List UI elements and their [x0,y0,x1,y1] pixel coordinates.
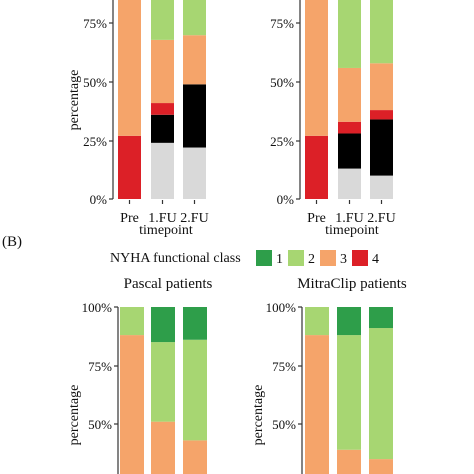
bar-segment-Pre-3 [120,335,144,474]
y-tick-label: 75% [272,359,296,374]
bar-segment-1.FU-1 [151,307,175,343]
bar-segment-2.FU-1 [183,307,207,340]
bar-segment-Pre-3 [305,0,328,136]
bar-segment-1.FU-black [151,114,174,143]
y-tick-label: 50% [83,75,107,90]
legend-title: NYHA functional class [110,251,241,266]
y-tick-label: 25% [270,134,294,149]
bar-segment-2.FU-2 [183,339,207,441]
y-tick-label: 50% [88,417,112,432]
panel2-xlabel: timepoint [325,223,379,238]
bar-segment-2.FU-black [183,84,206,148]
x-tick-label-1.FU: 1.FU [148,211,176,226]
bar-segment-2.FU-3 [370,63,393,111]
x-tick-label-2.FU: 2.FU [367,211,395,226]
y-tick-label: 25% [83,134,107,149]
bar-segment-Pre-3 [305,335,329,474]
chart-panel-2: 0% 25% 50% 75% Pre 1.FU 2.FU [270,0,396,226]
legend-label-1: 1 [276,252,283,267]
bar-segment-2.FU-1 [369,307,393,329]
legend-swatch-4 [352,250,368,266]
bar-segment-1.FU-4 [151,103,174,115]
bar-segment-1.FU-grey [151,142,174,199]
bar-segment-1.FU-grey [338,168,361,199]
bar-segment-1.FU-2 [151,342,175,422]
bar-segment-2.FU-3 [183,440,207,474]
bar-segment-2.FU-grey [370,175,393,199]
x-tick-label-Pre: Pre [307,211,326,226]
bar-segment-2.FU-3 [183,35,206,85]
panel3-ylabel: percentage [67,385,82,446]
bar-segment-1.FU-4 [338,121,361,134]
section-b-label: (B) [2,234,22,250]
bar-segment-1.FU-1 [337,307,361,336]
bar-segment-1.FU-2 [151,0,174,40]
bar-segment-2.FU-2 [183,0,206,36]
y-tick-label: 0% [277,192,295,207]
y-tick-label: 50% [270,75,294,90]
x-tick-label-2.FU: 2.FU [180,211,208,226]
y-tick-label: 100% [266,300,297,315]
panel3-title: Pascal patients [124,276,213,292]
y-tick-label: 0% [90,192,108,207]
legend-label-3: 3 [340,252,347,267]
bar-segment-2.FU-black [370,119,393,176]
legend-swatch-1 [256,250,272,266]
panel4-title: MitraClip patients [297,276,407,292]
bar-segment-2.FU-2 [370,0,393,64]
y-tick-label: 50% [272,417,296,432]
bar-segment-2.FU-3 [369,459,393,474]
bar-segment-2.FU-grey [183,147,206,199]
bar-segment-1.FU-3 [338,67,361,122]
legend-swatch-2 [288,250,304,266]
x-tick-label-1.FU: 1.FU [335,211,363,226]
bar-segment-Pre-3 [118,0,141,136]
bar-segment-2.FU-4 [370,110,393,120]
bar-segment-1.FU-2 [338,0,361,68]
y-tick-label: 75% [83,16,107,31]
bar-segment-Pre-2 [305,307,329,336]
legend-swatch-3 [320,250,336,266]
bar-segment-1.FU-black [338,133,361,169]
bar-segment-Pre-2 [120,307,144,336]
y-tick-label: 100% [82,300,113,315]
bar-segment-Pre-4 [305,135,328,199]
y-tick-label: 75% [88,359,112,374]
bar-segment-1.FU-3 [151,421,175,474]
bar-segment-1.FU-3 [151,39,174,104]
bar-segment-1.FU-2 [337,335,361,450]
y-tick-label: 75% [270,16,294,31]
chart-panel-3: 50% 75% 100% [82,300,207,474]
bar-segment-1.FU-3 [337,449,361,474]
x-tick-label-Pre: Pre [120,211,139,226]
bar-segment-2.FU-2 [369,328,393,460]
chart-panel-1: 0% 25% 50% 75% Pre 1.FU 2.FU [83,0,209,226]
bar-segment-Pre-4 [118,135,141,199]
panel4-ylabel: percentage [251,385,266,446]
legend-label-4: 4 [372,252,379,267]
legend-label-2: 2 [308,252,315,267]
panel1-ylabel: percentage [67,70,82,131]
panel1-xlabel: timepoint [139,223,193,238]
chart-panel-4: 50% 75% 100% [266,300,393,474]
legend: 1 2 3 4 [256,250,379,267]
